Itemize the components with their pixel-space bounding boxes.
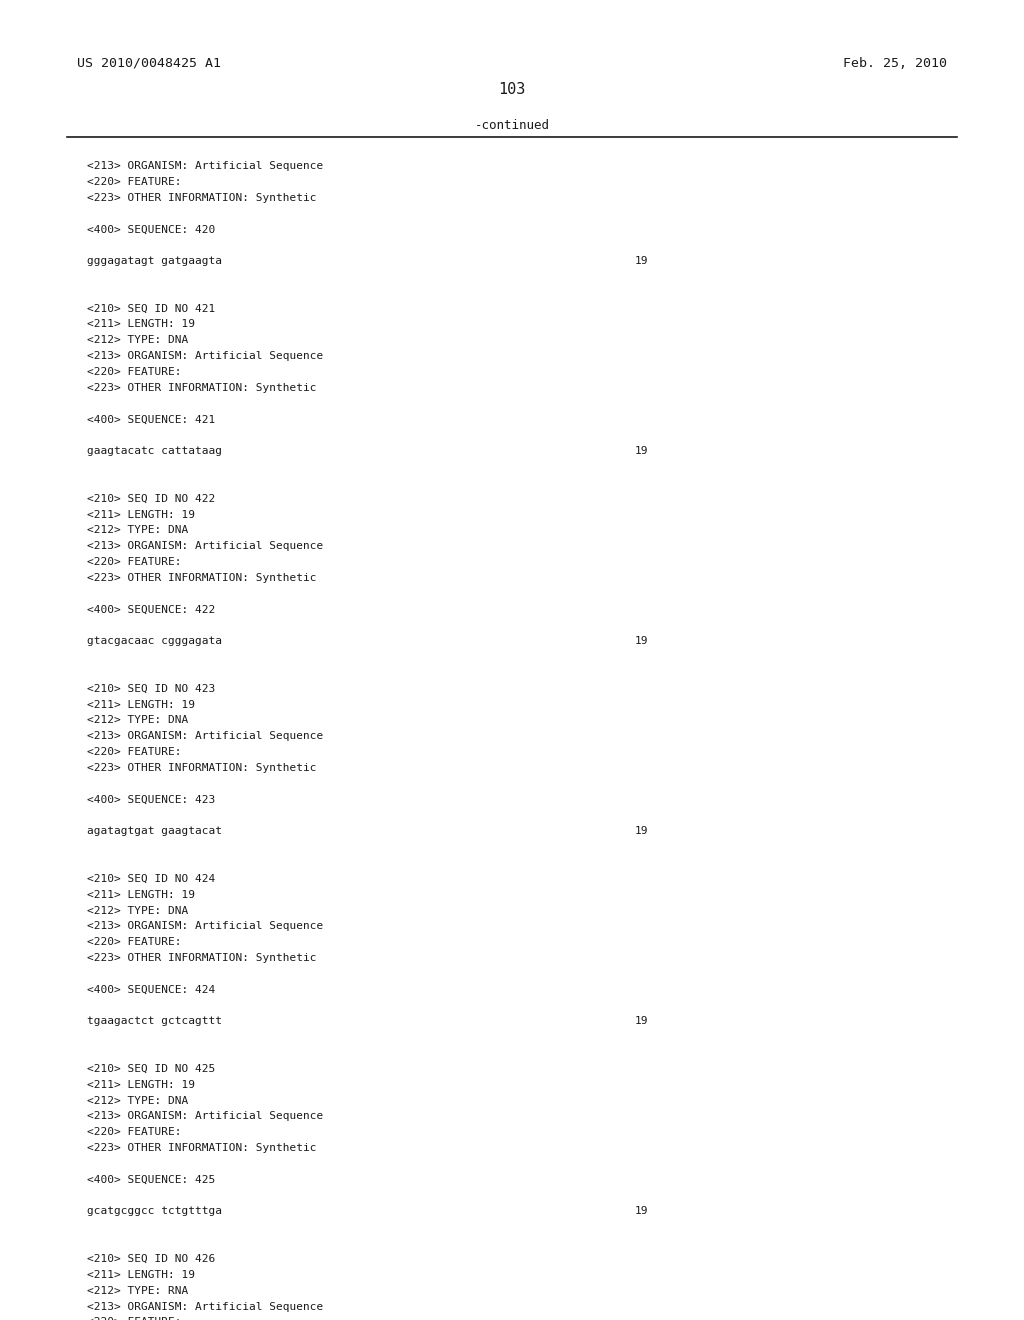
Text: <213> ORGANISM: Artificial Sequence: <213> ORGANISM: Artificial Sequence xyxy=(87,541,324,552)
Text: <220> FEATURE:: <220> FEATURE: xyxy=(87,367,181,378)
Text: agatagtgat gaagtacat: agatagtgat gaagtacat xyxy=(87,826,222,837)
Text: <400> SEQUENCE: 425: <400> SEQUENCE: 425 xyxy=(87,1175,215,1185)
Text: gtacgacaac cgggagata: gtacgacaac cgggagata xyxy=(87,636,222,647)
Text: <212> TYPE: DNA: <212> TYPE: DNA xyxy=(87,1096,188,1106)
Text: <211> LENGTH: 19: <211> LENGTH: 19 xyxy=(87,1270,195,1280)
Text: gcatgcggcc tctgtttga: gcatgcggcc tctgtttga xyxy=(87,1206,222,1217)
Text: <212> TYPE: DNA: <212> TYPE: DNA xyxy=(87,525,188,536)
Text: 19: 19 xyxy=(635,256,648,267)
Text: <400> SEQUENCE: 420: <400> SEQUENCE: 420 xyxy=(87,224,215,235)
Text: gaagtacatc cattataag: gaagtacatc cattataag xyxy=(87,446,222,457)
Text: <220> FEATURE:: <220> FEATURE: xyxy=(87,557,181,568)
Text: <400> SEQUENCE: 422: <400> SEQUENCE: 422 xyxy=(87,605,215,615)
Text: <210> SEQ ID NO 426: <210> SEQ ID NO 426 xyxy=(87,1254,215,1265)
Text: <220> FEATURE:: <220> FEATURE: xyxy=(87,1317,181,1320)
Text: tgaagactct gctcagttt: tgaagactct gctcagttt xyxy=(87,1016,222,1027)
Text: <210> SEQ ID NO 424: <210> SEQ ID NO 424 xyxy=(87,874,215,884)
Text: <213> ORGANISM: Artificial Sequence: <213> ORGANISM: Artificial Sequence xyxy=(87,161,324,172)
Text: 19: 19 xyxy=(635,446,648,457)
Text: <211> LENGTH: 19: <211> LENGTH: 19 xyxy=(87,1080,195,1090)
Text: <211> LENGTH: 19: <211> LENGTH: 19 xyxy=(87,890,195,900)
Text: <212> TYPE: DNA: <212> TYPE: DNA xyxy=(87,335,188,346)
Text: <220> FEATURE:: <220> FEATURE: xyxy=(87,937,181,948)
Text: <223> OTHER INFORMATION: Synthetic: <223> OTHER INFORMATION: Synthetic xyxy=(87,383,316,393)
Text: gggagatagt gatgaagta: gggagatagt gatgaagta xyxy=(87,256,222,267)
Text: <213> ORGANISM: Artificial Sequence: <213> ORGANISM: Artificial Sequence xyxy=(87,731,324,742)
Text: <400> SEQUENCE: 423: <400> SEQUENCE: 423 xyxy=(87,795,215,805)
Text: <210> SEQ ID NO 425: <210> SEQ ID NO 425 xyxy=(87,1064,215,1074)
Text: <220> FEATURE:: <220> FEATURE: xyxy=(87,177,181,187)
Text: <223> OTHER INFORMATION: Synthetic: <223> OTHER INFORMATION: Synthetic xyxy=(87,953,316,964)
Text: <220> FEATURE:: <220> FEATURE: xyxy=(87,747,181,758)
Text: <211> LENGTH: 19: <211> LENGTH: 19 xyxy=(87,700,195,710)
Text: <400> SEQUENCE: 424: <400> SEQUENCE: 424 xyxy=(87,985,215,995)
Text: <213> ORGANISM: Artificial Sequence: <213> ORGANISM: Artificial Sequence xyxy=(87,1111,324,1122)
Text: <213> ORGANISM: Artificial Sequence: <213> ORGANISM: Artificial Sequence xyxy=(87,1302,324,1312)
Text: <223> OTHER INFORMATION: Synthetic: <223> OTHER INFORMATION: Synthetic xyxy=(87,573,316,583)
Text: <210> SEQ ID NO 423: <210> SEQ ID NO 423 xyxy=(87,684,215,694)
Text: <223> OTHER INFORMATION: Synthetic: <223> OTHER INFORMATION: Synthetic xyxy=(87,1143,316,1154)
Text: 103: 103 xyxy=(499,82,525,96)
Text: 19: 19 xyxy=(635,1016,648,1027)
Text: <211> LENGTH: 19: <211> LENGTH: 19 xyxy=(87,319,195,330)
Text: <213> ORGANISM: Artificial Sequence: <213> ORGANISM: Artificial Sequence xyxy=(87,351,324,362)
Text: US 2010/0048425 A1: US 2010/0048425 A1 xyxy=(77,57,221,70)
Text: <210> SEQ ID NO 421: <210> SEQ ID NO 421 xyxy=(87,304,215,314)
Text: <223> OTHER INFORMATION: Synthetic: <223> OTHER INFORMATION: Synthetic xyxy=(87,193,316,203)
Text: Feb. 25, 2010: Feb. 25, 2010 xyxy=(843,57,947,70)
Text: <220> FEATURE:: <220> FEATURE: xyxy=(87,1127,181,1138)
Text: <211> LENGTH: 19: <211> LENGTH: 19 xyxy=(87,510,195,520)
Text: <213> ORGANISM: Artificial Sequence: <213> ORGANISM: Artificial Sequence xyxy=(87,921,324,932)
Text: 19: 19 xyxy=(635,826,648,837)
Text: <212> TYPE: DNA: <212> TYPE: DNA xyxy=(87,715,188,726)
Text: <400> SEQUENCE: 421: <400> SEQUENCE: 421 xyxy=(87,414,215,425)
Text: <212> TYPE: DNA: <212> TYPE: DNA xyxy=(87,906,188,916)
Text: <223> OTHER INFORMATION: Synthetic: <223> OTHER INFORMATION: Synthetic xyxy=(87,763,316,774)
Text: 19: 19 xyxy=(635,1206,648,1217)
Text: 19: 19 xyxy=(635,636,648,647)
Text: <212> TYPE: RNA: <212> TYPE: RNA xyxy=(87,1286,188,1296)
Text: <210> SEQ ID NO 422: <210> SEQ ID NO 422 xyxy=(87,494,215,504)
Text: -continued: -continued xyxy=(474,119,550,132)
